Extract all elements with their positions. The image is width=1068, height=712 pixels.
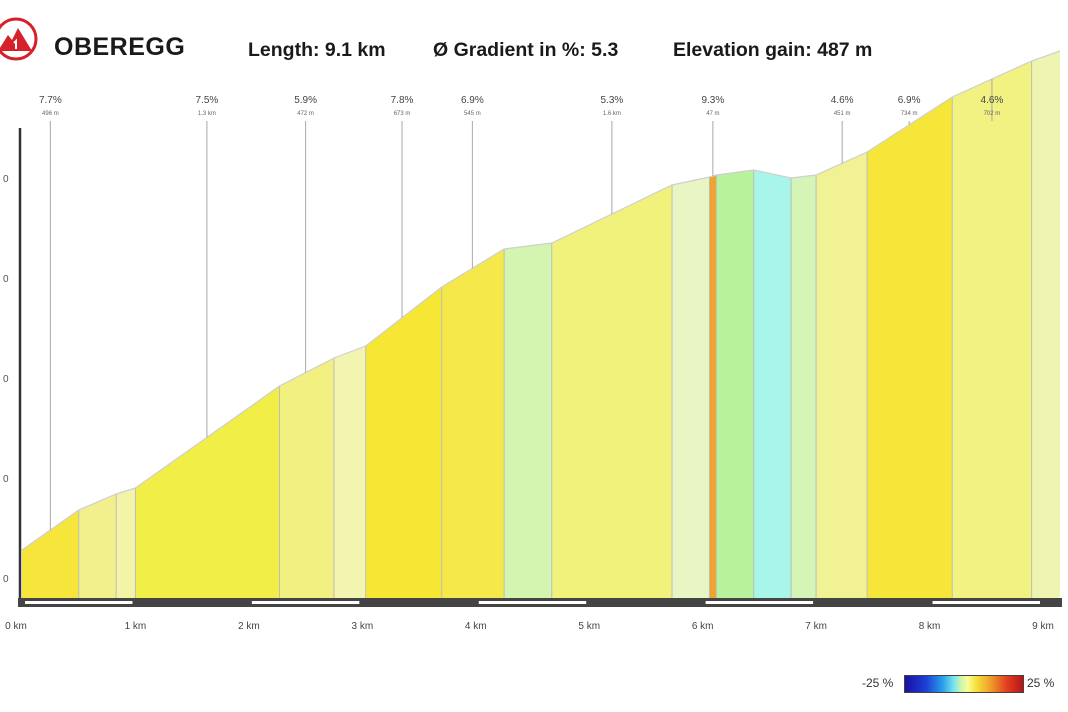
- annotation-gradient-label: 7.8%: [391, 95, 414, 106]
- profile-segment: [753, 170, 792, 598]
- profile-segment: [791, 175, 817, 598]
- x-tick-label: 2 km: [238, 621, 260, 632]
- annotation-sub-label: 1.6 km: [603, 111, 621, 117]
- gradient-annotations: 7.7% 496 m 7.5% 1.3 km 5.9% 472 m 7.8% 673 m 6.9…: [39, 79, 1003, 530]
- x-tick-label: 5 km: [578, 621, 600, 632]
- profile-segment: [952, 61, 1032, 598]
- x-tick-labels: 0 km 1 km 2 km 3 km 4 km 5 km 6 km 7 km 8 km 9 km: [5, 621, 1054, 632]
- annotation-sub-label: 472 m: [297, 111, 314, 117]
- profile-segment: [504, 243, 552, 598]
- profile-segment: [365, 287, 442, 598]
- profile-segment: [441, 249, 505, 598]
- x-tick-label: 3 km: [351, 621, 373, 632]
- km-scale-block: [705, 601, 814, 604]
- annotation-sub-label: 734 m: [901, 111, 918, 117]
- profile-segment: [716, 170, 754, 598]
- y-tick-labels: 0 0 0 0 0: [3, 174, 9, 585]
- gradient-color-legend: [904, 675, 1024, 693]
- annotation-gradient-label: 6.9%: [898, 95, 921, 106]
- y-tick-label: 0: [3, 274, 9, 285]
- chart-title: OBEREGG: [54, 33, 186, 61]
- x-tick-label: 9 km: [1032, 621, 1054, 632]
- x-tick-label: 8 km: [919, 621, 941, 632]
- legend-max-label: 25 %: [1027, 676, 1055, 690]
- profile-segment: [135, 386, 280, 598]
- profile-segment: [867, 97, 953, 598]
- km-scale-block: [478, 601, 587, 604]
- profile-segment: [672, 177, 710, 598]
- annotation-gradient-label: 6.9%: [461, 95, 484, 106]
- profile-segment: [333, 346, 366, 598]
- annotation-sub-label: 47 m: [706, 111, 719, 117]
- profile-segments: [22, 51, 1060, 598]
- annotation-gradient-label: 5.9%: [294, 95, 317, 106]
- length-stat: Length: 9.1 km: [248, 39, 386, 61]
- x-tick-label: 1 km: [125, 621, 147, 632]
- profile-segment: [1031, 51, 1060, 598]
- annotation-gradient-label: 4.6%: [981, 95, 1004, 106]
- profile-segment: [22, 510, 79, 598]
- y-tick-label: 0: [3, 574, 9, 585]
- gradient-stat: Ø Gradient in %: 5.3: [433, 39, 619, 61]
- annotation-gradient-label: 7.5%: [196, 95, 219, 106]
- y-tick-label: 0: [3, 374, 9, 385]
- annotation-sub-label: 496 m: [42, 111, 59, 117]
- profile-segment: [78, 494, 117, 598]
- annotation-sub-label: 1.3 km: [198, 111, 216, 117]
- legend-min-label: -25 %: [862, 676, 894, 690]
- annotation-gradient-label: 7.7%: [39, 95, 62, 106]
- mountain-logo-icon: [0, 17, 38, 61]
- km-scale-block: [25, 601, 133, 604]
- profile-segment: [116, 488, 136, 598]
- profile-segment: [551, 185, 673, 598]
- profile-segment: [816, 152, 868, 598]
- y-tick-label: 0: [3, 174, 9, 185]
- segment-dividers: [78, 61, 1033, 598]
- annotation-gradient-label: 9.3%: [701, 95, 724, 106]
- km-scale-blocks: [25, 601, 1040, 604]
- km-scale-block: [251, 601, 360, 604]
- annotation-sub-label: 673 m: [394, 111, 411, 117]
- chart-header: OBEREGG Length: 9.1 km Ø Gradient in %: …: [0, 0, 1068, 90]
- profile-segment: [709, 175, 717, 598]
- x-tick-label: 4 km: [465, 621, 487, 632]
- x-tick-label: 6 km: [692, 621, 714, 632]
- y-tick-label: 0: [3, 474, 9, 485]
- annotation-gradient-label: 4.6%: [831, 95, 854, 106]
- km-scale-block: [932, 601, 1040, 604]
- annotation-sub-label: 702 m: [984, 111, 1001, 117]
- profile-segment: [279, 358, 334, 598]
- x-tick-label: 0 km: [5, 621, 27, 632]
- annotation-gradient-label: 5.3%: [601, 95, 624, 106]
- annotation-sub-label: 451 m: [834, 111, 851, 117]
- annotation-sub-label: 545 m: [464, 111, 481, 117]
- x-tick-label: 7 km: [805, 621, 827, 632]
- elevation-gain-stat: Elevation gain: 487 m: [673, 39, 873, 61]
